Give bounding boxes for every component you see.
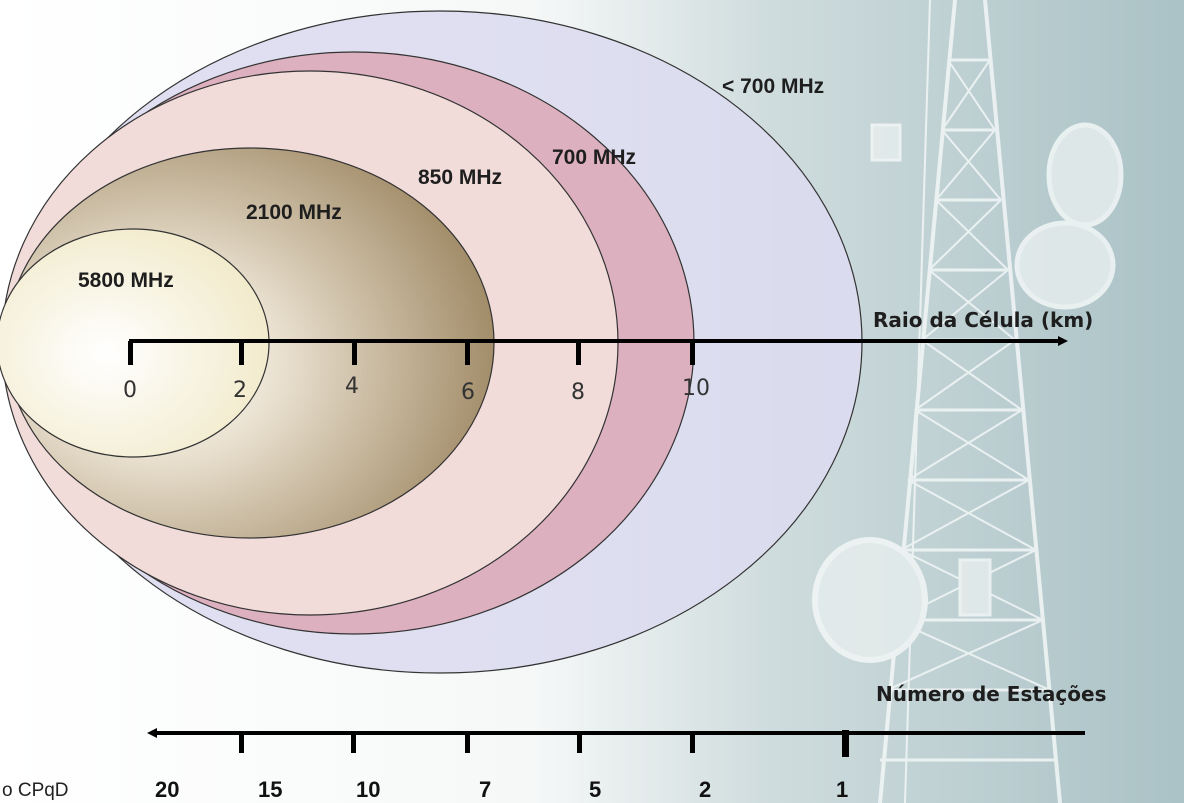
band-label-lt700: < 700 MHz (722, 75, 824, 98)
stations-axis: Número de Estações 20 15 10 7 5 2 1 (147, 682, 1106, 802)
stations-tick-mark (239, 733, 244, 753)
radius-tick-label: 8 (571, 380, 585, 405)
radius-tick-label: 4 (345, 374, 359, 399)
band-label-2100: 2100 MHz (246, 201, 342, 224)
band-label-5800: 5800 MHz (78, 269, 174, 292)
tower-image (812, 0, 1124, 803)
stations-tick-mark (577, 733, 582, 753)
stations-tick-label: 20 (155, 777, 179, 802)
radius-tick-mark (576, 341, 581, 365)
radius-axis: 0 2 4 6 8 10 Raio da Célula (km) (123, 308, 1093, 405)
stations-tick-label: 2 (699, 777, 711, 802)
stations-tick-label: 1 (836, 777, 848, 802)
band-label-700: 700 MHz (552, 146, 636, 169)
stations-tick-mark (465, 733, 470, 753)
stations-tick-label: 10 (356, 777, 380, 802)
stations-tick-mark (842, 730, 849, 757)
radius-tick-mark (690, 341, 695, 365)
stations-tick-label: 15 (258, 777, 282, 802)
band-label-850: 850 MHz (418, 166, 502, 189)
radius-tick-mark (128, 341, 133, 365)
radius-tick-mark (465, 341, 470, 365)
radius-tick-label: 2 (233, 378, 247, 403)
radius-tick-label: 6 (461, 380, 475, 405)
radius-tick-mark (239, 341, 244, 365)
radius-axis-title: Raio da Célula (km) (873, 308, 1093, 332)
stations-tick-label: 7 (479, 777, 491, 802)
radius-tick-label: 0 (123, 378, 137, 403)
radius-tick-label: 10 (682, 376, 710, 401)
radius-tick-mark (352, 341, 357, 365)
stations-tick-mark (351, 733, 356, 753)
stations-axis-title: Número de Estações (876, 682, 1106, 706)
stations-tick-label: 5 (589, 777, 601, 802)
stations-tick-mark (690, 733, 695, 753)
source-text: o CPqD (2, 780, 69, 801)
